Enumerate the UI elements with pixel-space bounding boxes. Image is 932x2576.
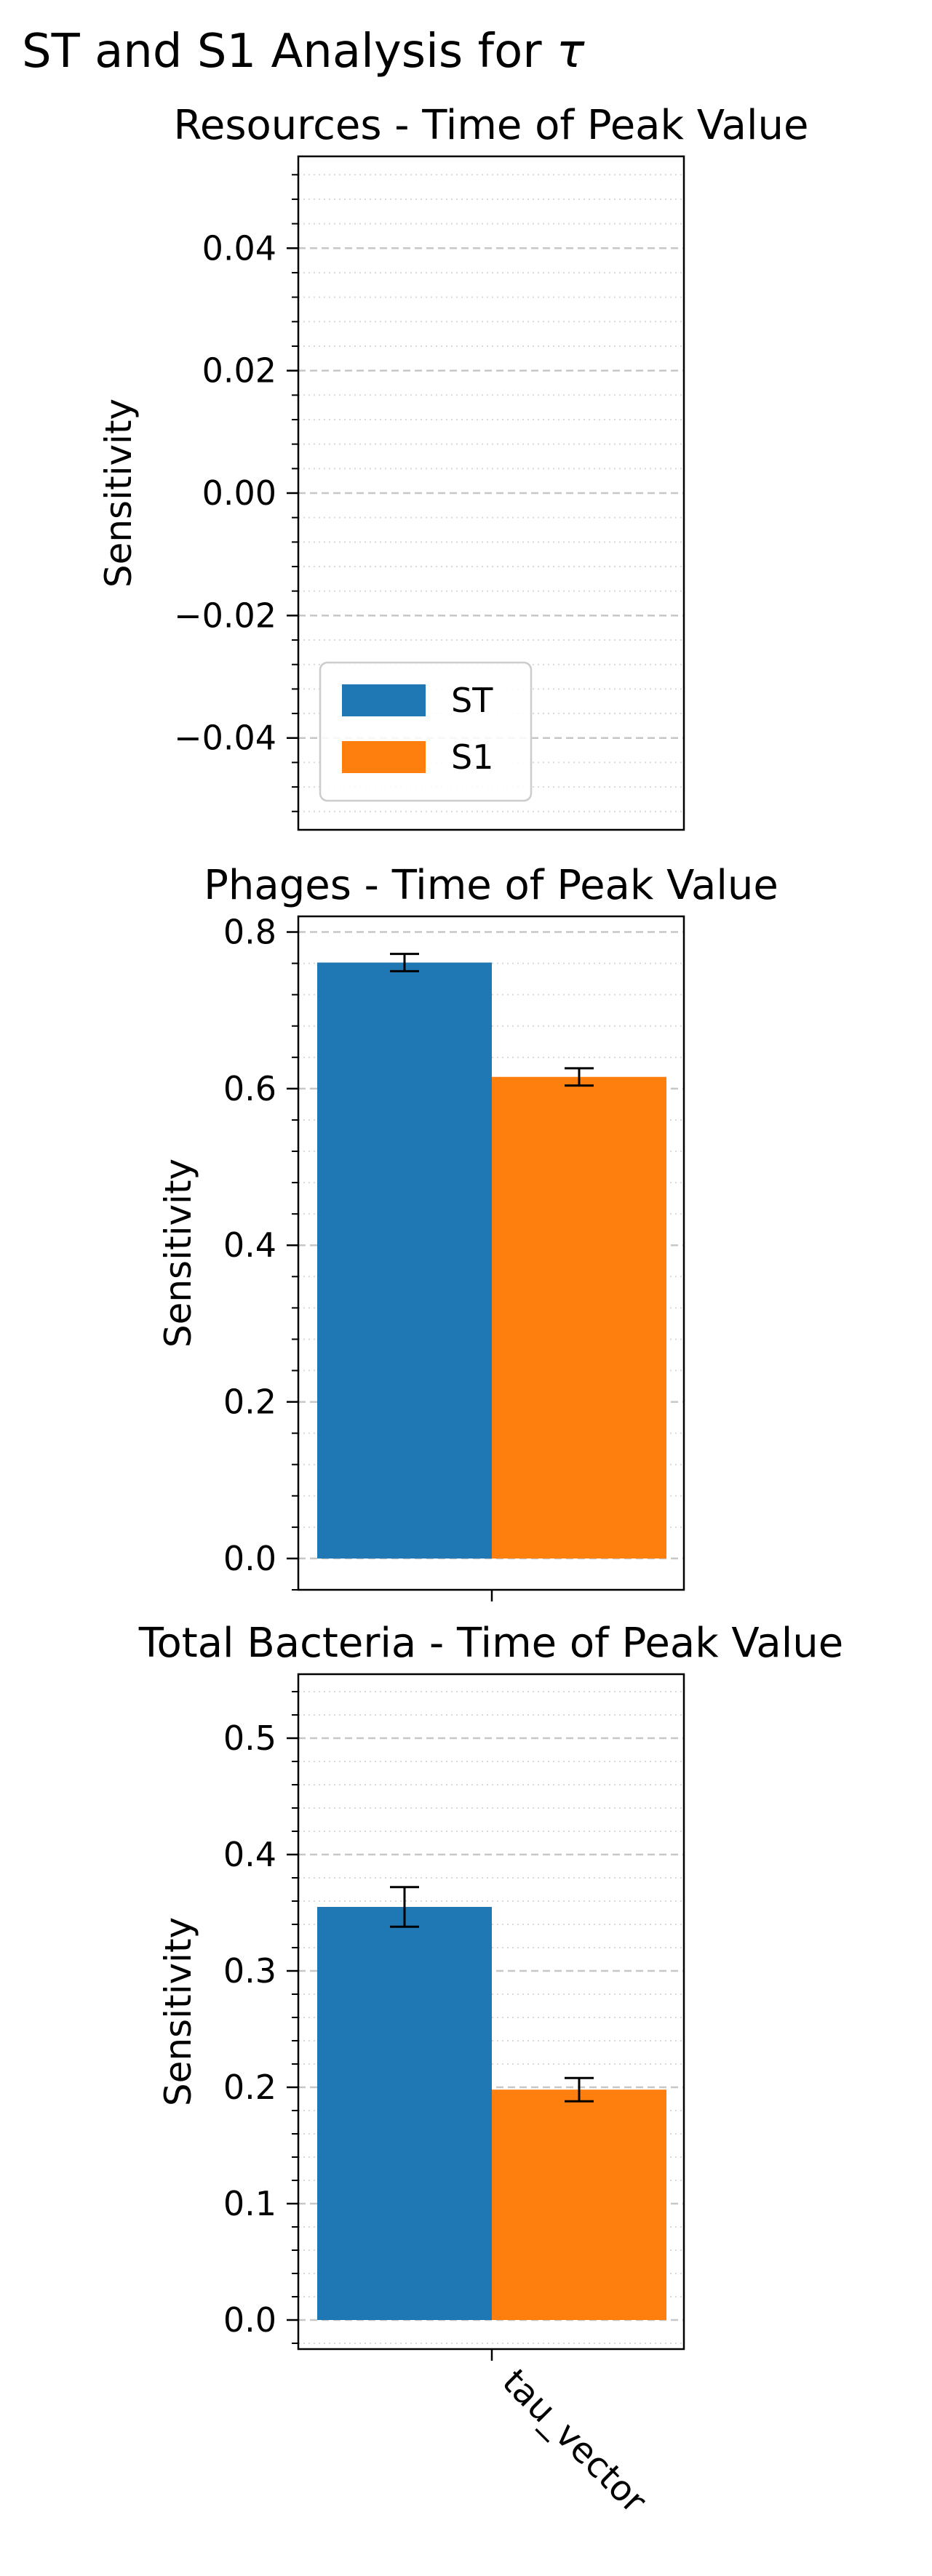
x-tick-label: tau_vector [495,2361,655,2521]
legend-swatch-st [342,684,426,716]
y-tick-label: 0.1 [223,2184,276,2223]
legend: ST S1 [319,661,533,802]
y-tick-label: 0.0 [223,1539,276,1578]
y-tick-label: 0.2 [223,2068,276,2107]
y-tick-label: 0.6 [223,1069,276,1108]
suptitle-text: ST and S1 Analysis for [22,25,557,79]
y-axis-label: Sensitivity [97,399,140,588]
y-tick-label: 0.3 [223,1951,276,1991]
bar-st [317,962,492,1559]
y-tick-label: 0.8 [223,913,276,952]
bar-st [317,1907,492,2320]
legend-swatch-s1 [342,741,426,773]
y-axis-label: Sensitivity [157,1159,199,1348]
subplot-grid: −0.04 −0.02 0.00 0.02 0.04 Resources - Time o… [97,102,843,2521]
suptitle-tau-symbol: τ [557,25,585,79]
y-tick-label: 0.4 [223,1835,276,1874]
y-tick-label: 0.5 [223,1719,276,1758]
panel-title: Phages - Time of Peak Value [204,862,778,909]
subplot-3: 0.0 0.1 0.2 0.3 0.4 0.5 Total Bacteria - Time … [138,1620,843,2521]
panel-title: Total Bacteria - Time of Peak Value [138,1620,843,1667]
y-tick-label: 0.00 [202,473,276,513]
y-tick-label: 0.02 [202,351,276,391]
legend-label-st: ST [451,681,493,720]
panel-title: Resources - Time of Peak Value [174,102,809,149]
legend-label-s1: S1 [451,737,493,777]
legend-frame [319,661,533,802]
figure-suptitle: ST and S1 Analysis for τ [22,25,585,79]
y-tick-label: 0.0 [223,2300,276,2340]
subplot-2: 0.0 0.2 0.4 0.6 0.8 Phages - Time of Peak Val… [157,862,778,1601]
subplot-1: −0.04 −0.02 0.00 0.02 0.04 Resources - Time o… [97,102,809,831]
bar-s1 [492,1076,666,1559]
y-tick-label: 0.2 [223,1383,276,1422]
y-tick-label: 0.04 [202,228,276,268]
y-axis-label: Sensitivity [157,1917,199,2106]
y-tick-label: 0.4 [223,1225,276,1265]
y-tick-label: −0.04 [174,719,276,758]
bar-s1 [492,2089,666,2320]
y-tick-label: −0.02 [174,596,276,635]
